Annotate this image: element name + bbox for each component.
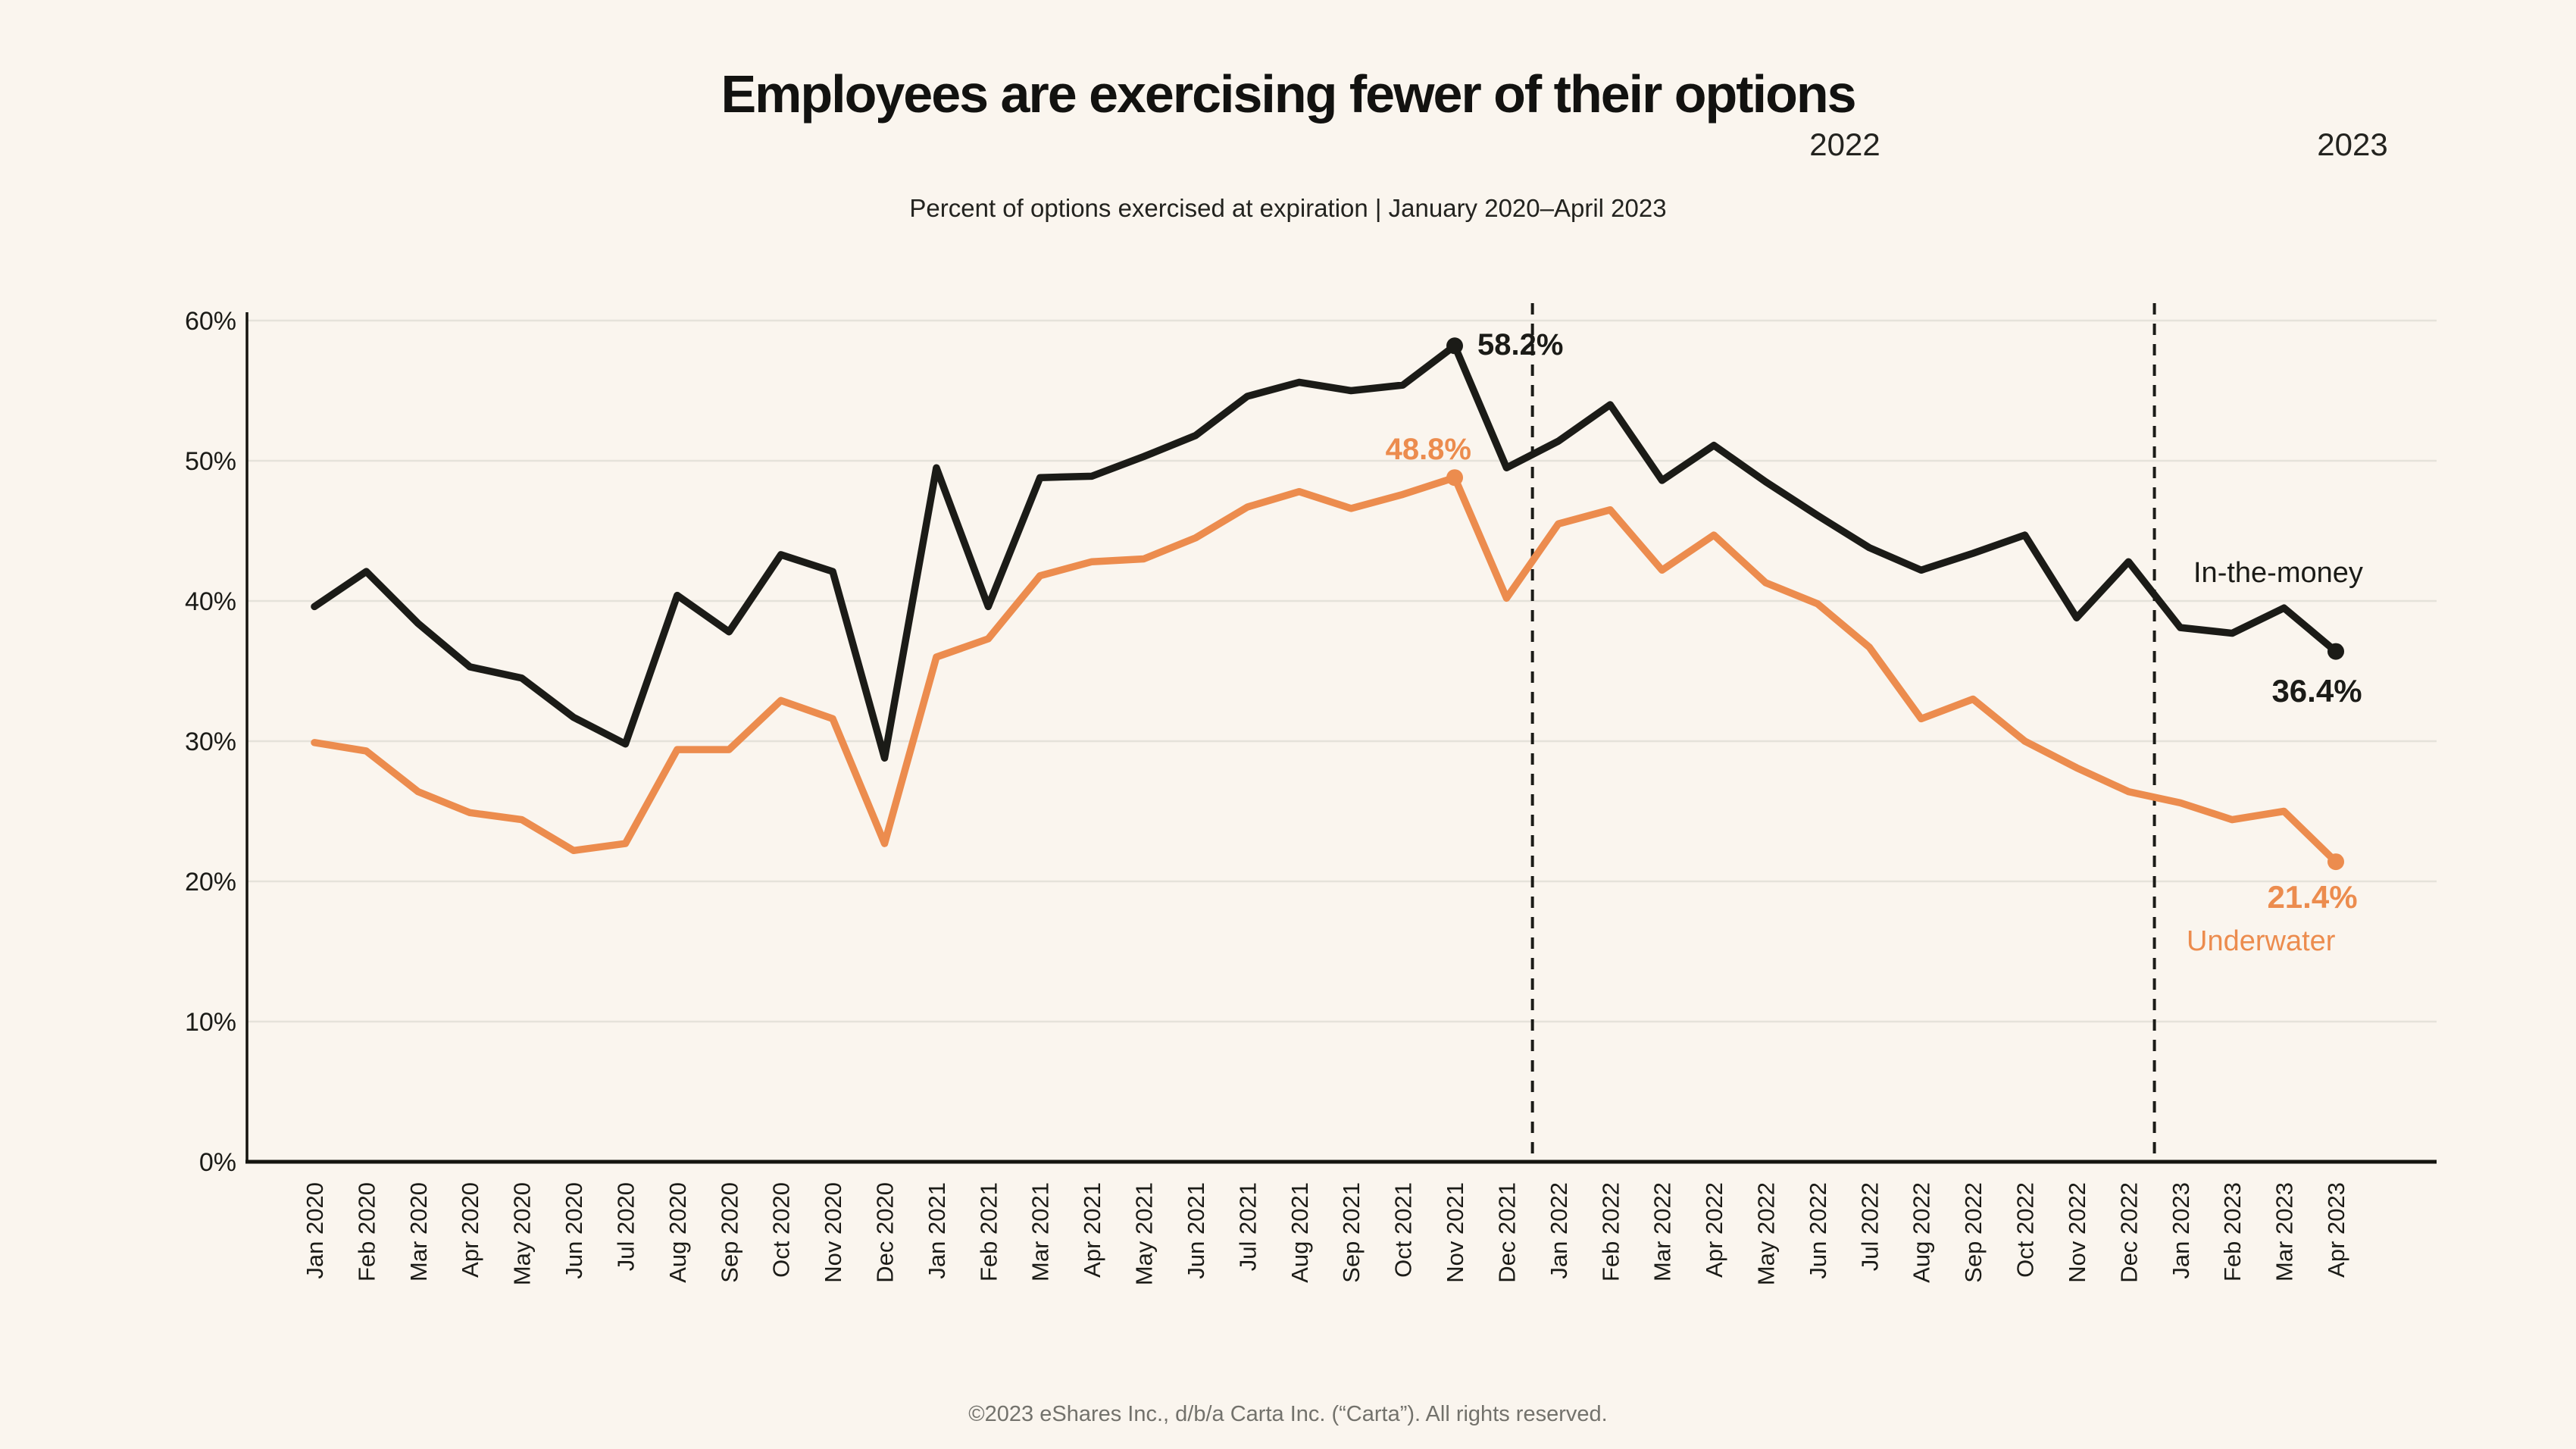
x-tick-label: Oct 2021 — [1390, 1182, 1417, 1278]
x-tick-label: Jun 2020 — [561, 1182, 587, 1279]
x-tick-label: May 2022 — [1752, 1182, 1779, 1285]
x-tick-label: May 2020 — [509, 1182, 536, 1285]
annotation-end-underwater: 21.4% — [2267, 879, 2357, 915]
x-tick-label: Mar 2023 — [2271, 1182, 2298, 1282]
y-tick-label: 0% — [199, 1148, 236, 1177]
x-tick-label: Apr 2021 — [1079, 1182, 1105, 1278]
series-line-underwater — [311, 474, 2340, 865]
x-tick-label: Feb 2022 — [1597, 1182, 1624, 1282]
x-tick-label: Jul 2020 — [612, 1182, 639, 1271]
x-tick-label: Mar 2022 — [1649, 1182, 1676, 1282]
x-tick-label: Jun 2022 — [1805, 1182, 1831, 1279]
x-tick-label: Aug 2022 — [1909, 1182, 1935, 1283]
x-tick-label: Dec 2021 — [1493, 1182, 1520, 1283]
y-tick-label: 10% — [185, 1008, 236, 1037]
data-point-dot-apr-2023 — [2327, 853, 2344, 871]
x-tick-label: Sep 2022 — [1960, 1182, 1987, 1283]
x-tick-label: Apr 2023 — [2323, 1182, 2349, 1278]
x-tick-label: Jan 2022 — [1546, 1182, 1572, 1279]
series-line-in-the-money — [311, 342, 2340, 762]
year-label-2023: 2023 — [2317, 127, 2387, 162]
y-tick-label: 40% — [185, 587, 236, 616]
x-tick-label: Feb 2020 — [353, 1182, 380, 1282]
y-tick-label: 50% — [185, 447, 236, 476]
x-tick-label: Feb 2023 — [2219, 1182, 2246, 1282]
year-label-2022: 2022 — [1809, 127, 1880, 162]
x-tick-label: Oct 2022 — [2012, 1182, 2039, 1278]
annotation-peak-underwater: 48.8% — [1386, 433, 1471, 466]
x-tick-label: Jan 2020 — [302, 1182, 328, 1279]
x-tick-label: Oct 2020 — [768, 1182, 795, 1278]
x-tick-label: Jul 2022 — [1856, 1182, 1883, 1271]
y-tick-label: 20% — [185, 868, 236, 897]
data-point-dot-nov-2021 — [1446, 337, 1464, 355]
annotation-end-in-the-money: 36.4% — [2271, 673, 2362, 709]
annotation-peak-in-the-money: 58.2% — [1477, 328, 1563, 361]
x-tick-label: Dec 2020 — [872, 1182, 899, 1283]
x-tick-label: Jul 2021 — [1234, 1182, 1261, 1271]
data-point-dot-apr-2023 — [2327, 643, 2344, 660]
y-tick-label: 30% — [185, 728, 236, 756]
x-tick-label: Apr 2020 — [457, 1182, 483, 1278]
data-point-dot-nov-2021 — [1446, 469, 1464, 487]
x-tick-label: Feb 2021 — [975, 1182, 1002, 1282]
x-tick-label: Sep 2021 — [1338, 1182, 1365, 1283]
x-tick-label: Aug 2020 — [664, 1182, 691, 1283]
series-label-underwater: Underwater — [2187, 925, 2336, 957]
x-tick-label: Jun 2021 — [1183, 1182, 1209, 1279]
x-tick-label: Dec 2022 — [2115, 1182, 2142, 1283]
y-tick-label: 60% — [185, 307, 236, 336]
x-tick-label: Nov 2021 — [1442, 1182, 1468, 1283]
page-title: Employees are exercising fewer of their … — [721, 64, 1856, 124]
x-tick-label: Sep 2020 — [716, 1182, 742, 1283]
x-tick-label: May 2021 — [1131, 1182, 1158, 1285]
footer-copyright: ©2023 eShares Inc., d/b/a Carta Inc. (“C… — [968, 1402, 1608, 1426]
x-tick-label: Nov 2020 — [820, 1182, 846, 1283]
x-tick-label: Aug 2021 — [1286, 1182, 1313, 1283]
x-tick-label: Mar 2021 — [1027, 1182, 1054, 1282]
x-tick-label: Mar 2020 — [405, 1182, 432, 1282]
x-tick-label: Jan 2023 — [2168, 1182, 2194, 1279]
x-tick-label: Nov 2022 — [2064, 1182, 2090, 1283]
x-tick-label: Jan 2021 — [924, 1182, 950, 1279]
x-tick-label: Apr 2022 — [1701, 1182, 1727, 1278]
page-subtitle: Percent of options exercised at expirati… — [909, 194, 1667, 222]
series-label-in-the-money: In-the-money — [2193, 557, 2363, 589]
